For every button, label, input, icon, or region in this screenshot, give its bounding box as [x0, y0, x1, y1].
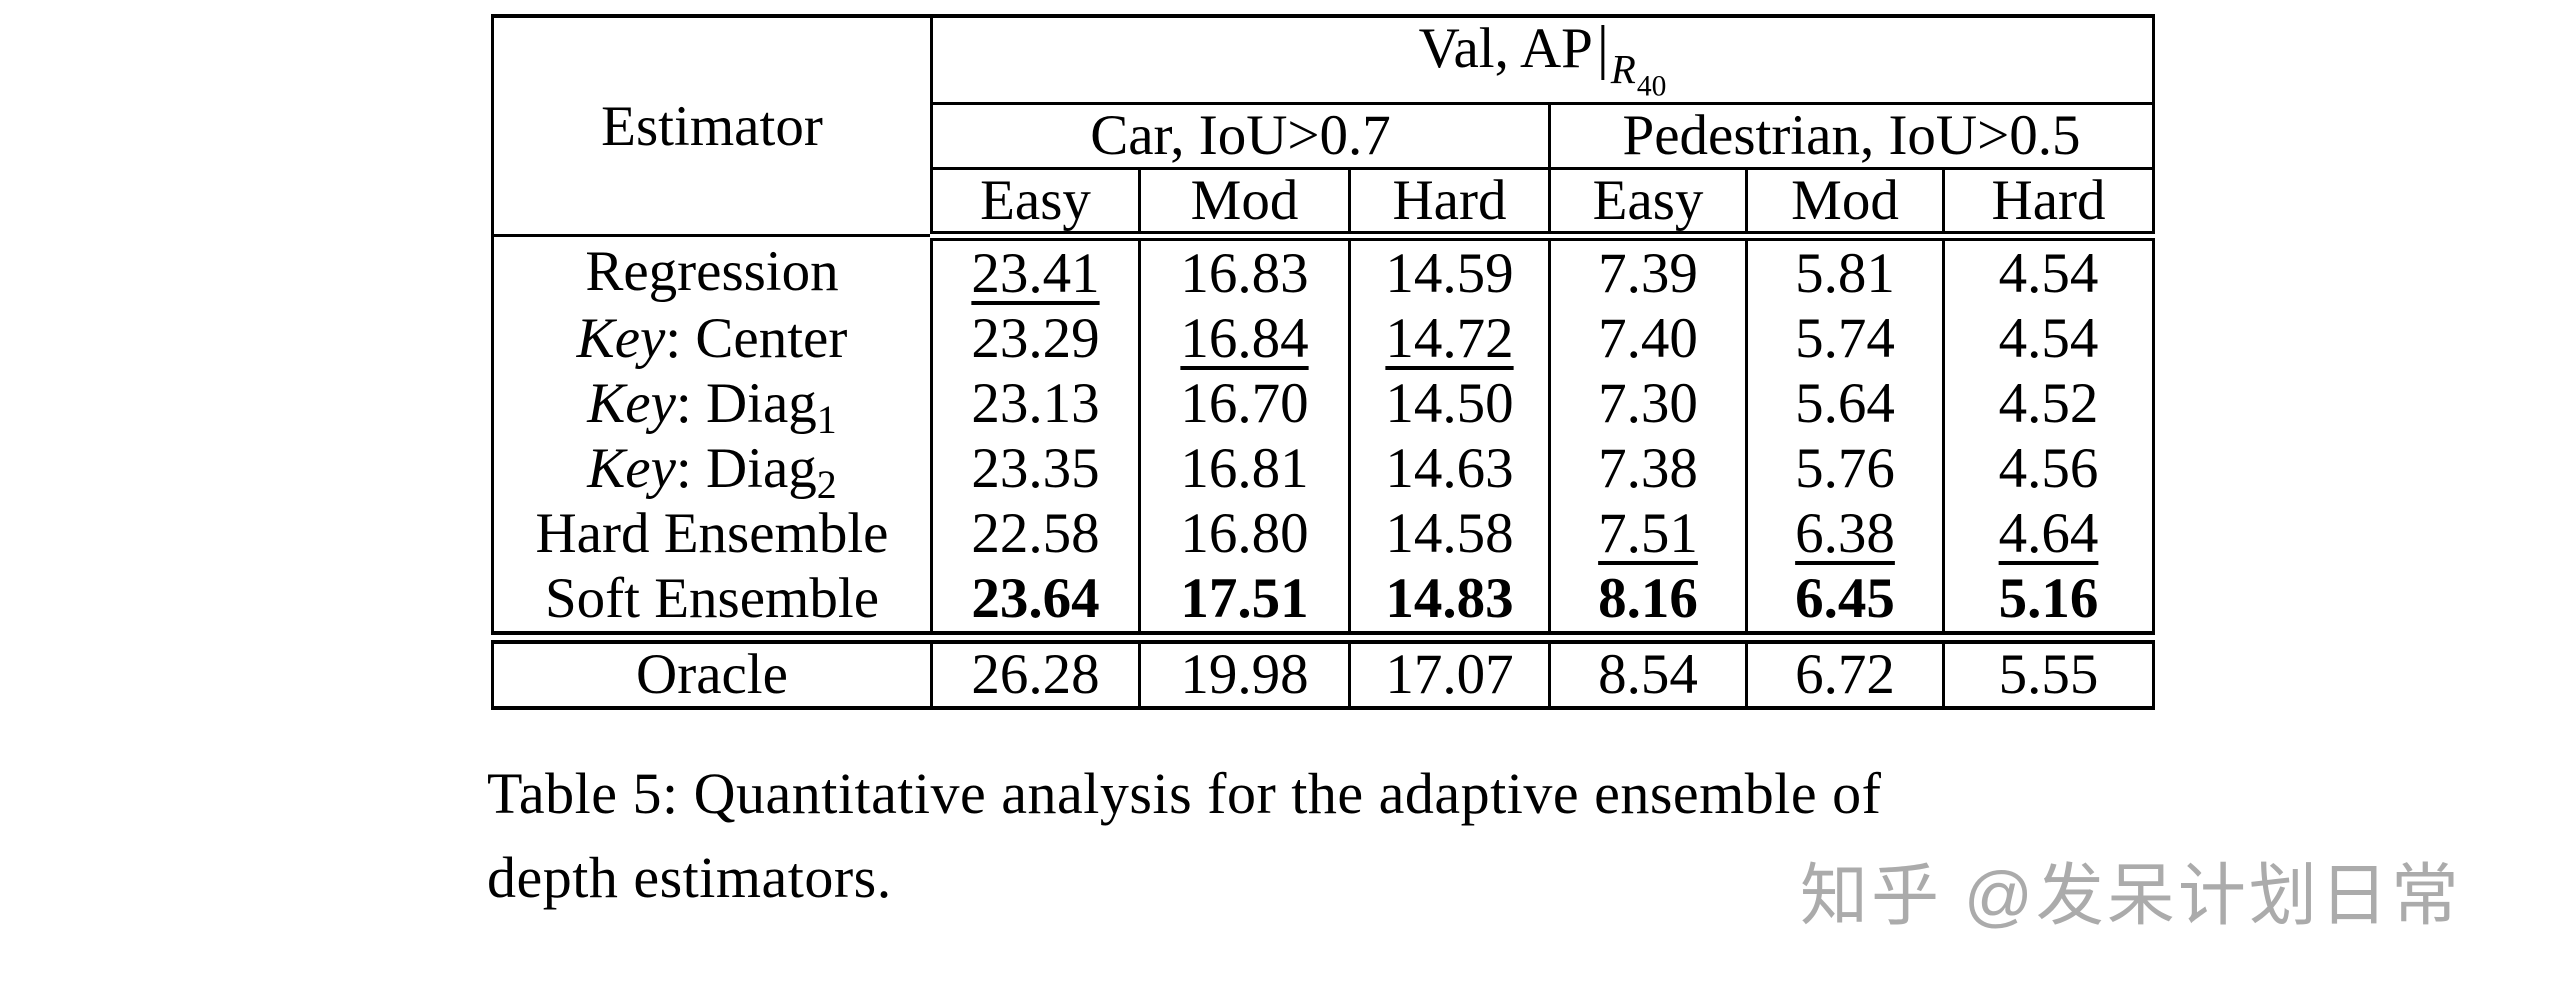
table-body: Regression 23.41 16.83 14.59 7.39 5.81 4.54 Key… — [491, 235, 2156, 708]
value-cell: 6.45 — [1745, 565, 1945, 644]
table-title-cell: Val, AP|R40 — [929, 14, 2156, 105]
value-cell: 26.28 — [930, 637, 1141, 708]
col-header-easy-car: Easy — [930, 166, 1141, 241]
value-cell: 14.72 — [1348, 305, 1551, 371]
value-cell: 23.35 — [930, 435, 1141, 501]
row-label: Regression — [491, 235, 933, 306]
group-header-pedestrian: Pedestrian, IoU>0.5 — [1547, 101, 2156, 170]
value-cell: 7.40 — [1548, 305, 1748, 371]
table-row: Oracle 26.28 19.98 17.07 8.54 6.72 5.55 — [491, 637, 2156, 708]
caption-line-2: depth estimators. — [487, 845, 892, 910]
col-header-hard-car: Hard — [1348, 166, 1551, 241]
table-row: Hard Ensemble 22.58 16.80 14.58 7.51 6.38 4.64 — [491, 500, 2156, 566]
title-sub-r: R — [1610, 45, 1637, 92]
value-cell: 23.41 — [930, 235, 1141, 306]
row-label: Oracle — [491, 637, 933, 708]
table-header-row-title: Estimator Val, AP|R40 — [491, 14, 2156, 238]
value-cell: 4.54 — [1941, 305, 2156, 371]
table-header-row-groups: Car, IoU>0.7 Pedestrian, IoU>0.5 — [493, 101, 2156, 170]
col-header-mod-ped: Mod — [1745, 166, 1945, 241]
value-cell: 16.70 — [1138, 370, 1351, 436]
table-row: Key: Diag2 23.35 16.81 14.63 7.38 5.76 4.56 — [491, 435, 2156, 501]
row-label: Key: Center — [491, 305, 933, 371]
value-cell: 4.56 — [1941, 435, 2156, 501]
value-cell: 4.54 — [1941, 235, 2156, 306]
row-label: Key: Diag2 — [491, 435, 933, 501]
group-header-car: Car, IoU>0.7 — [930, 101, 1551, 170]
row-label: Hard Ensemble — [491, 500, 933, 566]
col-header-hard-ped: Hard — [1941, 166, 2156, 241]
row-label: Soft Ensemble — [491, 565, 933, 644]
watermark: 知乎 @发呆计划日常 — [1800, 858, 2462, 934]
value-cell: 4.52 — [1941, 370, 2156, 436]
value-cell: 22.58 — [930, 500, 1141, 566]
value-cell: 23.29 — [930, 305, 1141, 371]
title-main: Val, AP — [1418, 17, 1593, 80]
row-label: Key: Diag1 — [491, 370, 933, 436]
value-cell: 7.39 — [1548, 235, 1748, 306]
col-header-mod-car: Mod — [1138, 166, 1351, 241]
caption-line-1: Table 5: Quantitative analysis for the a… — [487, 761, 1882, 826]
value-cell: 16.80 — [1138, 500, 1351, 566]
table-row: Key: Center 23.29 16.84 14.72 7.40 5.74 4.54 — [491, 305, 2156, 371]
table-caption: Table 5: Quantitative analysis for the a… — [487, 752, 1881, 920]
value-cell: 19.98 — [1138, 637, 1351, 708]
value-cell: 14.58 — [1348, 500, 1551, 566]
value-cell: 14.63 — [1348, 435, 1551, 501]
value-cell: 5.81 — [1745, 235, 1945, 306]
table-row: Soft Ensemble 23.64 17.51 14.83 8.16 6.45 5.16 — [491, 565, 2156, 644]
value-cell: 17.51 — [1138, 565, 1351, 644]
value-cell: 16.81 — [1138, 435, 1351, 501]
results-table: Estimator Val, AP|R40 Car, IoU>0.7 Pedes… — [491, 14, 2156, 710]
value-cell: 8.54 — [1548, 637, 1748, 708]
estimator-header: Estimator — [491, 14, 933, 238]
value-cell: 23.13 — [930, 370, 1141, 436]
value-cell: 5.64 — [1745, 370, 1945, 436]
value-cell: 7.38 — [1548, 435, 1748, 501]
value-cell: 4.64 — [1941, 500, 2156, 566]
value-cell: 23.64 — [930, 565, 1141, 644]
value-cell: 5.76 — [1745, 435, 1945, 501]
col-header-easy-ped: Easy — [1548, 166, 1748, 241]
value-cell: 16.84 — [1138, 305, 1351, 371]
value-cell: 14.59 — [1348, 235, 1551, 306]
value-cell: 14.83 — [1348, 565, 1551, 644]
value-cell: 14.50 — [1348, 370, 1551, 436]
value-cell: 8.16 — [1548, 565, 1748, 644]
value-cell: 5.55 — [1941, 637, 2156, 708]
value-cell: 7.30 — [1548, 370, 1748, 436]
value-cell: 6.38 — [1745, 500, 1945, 566]
value-cell: 5.16 — [1941, 565, 2156, 644]
title-bar: | — [1596, 16, 1609, 80]
table-row: Key: Diag1 23.13 16.70 14.50 7.30 5.64 4.52 — [491, 370, 2156, 436]
table-row: Regression 23.41 16.83 14.59 7.39 5.81 4.54 — [491, 235, 2156, 306]
value-cell: 7.51 — [1548, 500, 1748, 566]
title-sub-40: 40 — [1636, 70, 1667, 102]
value-cell: 6.72 — [1745, 637, 1945, 708]
value-cell: 16.83 — [1138, 235, 1351, 306]
value-cell: 17.07 — [1348, 637, 1551, 708]
table-header-row-difficulty: Easy Mod Hard Easy Mod Hard — [493, 166, 2156, 241]
value-cell: 5.74 — [1745, 305, 1945, 371]
